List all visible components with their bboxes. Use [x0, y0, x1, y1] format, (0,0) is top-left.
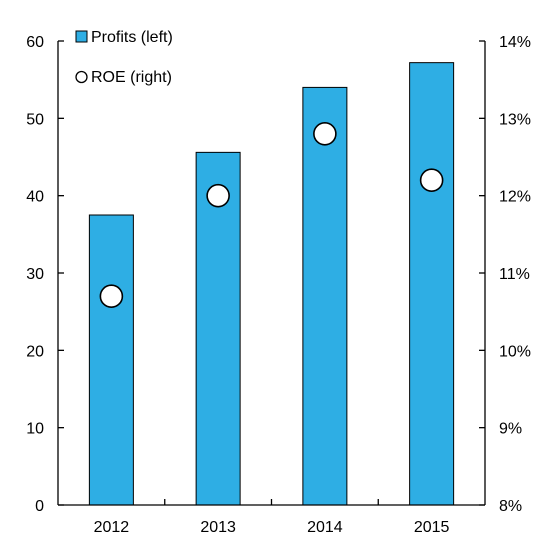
x-tick-label: 2015: [414, 519, 450, 536]
bar-2014: [302, 86, 348, 506]
left-tick-label: 60: [26, 34, 44, 51]
legend: Profits (left) ROE (right): [75, 29, 173, 86]
left-tick-label: 50: [26, 111, 44, 128]
legend-label-roe: ROE (right): [91, 69, 172, 86]
roe-point-2014: [313, 122, 337, 146]
bars-layer: [88, 62, 455, 506]
left-tick-label: 40: [26, 189, 44, 206]
x-tick-label: 2013: [200, 519, 236, 536]
right-tick-label: 10%: [499, 343, 531, 360]
bar-2013: [195, 151, 241, 506]
left-tick-label: 20: [26, 343, 44, 360]
legend-label-profits: Profits (left): [91, 29, 173, 46]
bar-2015: [409, 62, 455, 506]
left-tick-label: 10: [26, 421, 44, 438]
right-tick-label: 8%: [499, 498, 522, 515]
points-layer: [99, 122, 444, 309]
roe-point-2013: [206, 183, 230, 208]
axes-layer: 0 10 20 30 40 50 60 8% 9% 10% 11% 12% 13% 14% 2012 2013…: [26, 34, 531, 536]
x-tick-label: 2014: [307, 519, 343, 536]
right-tick-label: 12%: [499, 189, 531, 206]
right-tick-label: 13%: [499, 111, 531, 128]
left-tick-label: 0: [35, 498, 44, 515]
legend-swatch-profits: [75, 30, 88, 43]
right-tick-label: 9%: [499, 421, 522, 438]
left-tick-label: 30: [26, 266, 44, 283]
x-tick-label: 2012: [94, 519, 130, 536]
roe-point-2015: [419, 168, 444, 192]
legend-marker-roe: [75, 70, 88, 84]
roe-point-2012: [99, 284, 124, 309]
right-tick-label: 11%: [499, 266, 530, 283]
bar-2012: [88, 214, 134, 506]
right-tick-label: 14%: [499, 34, 531, 51]
